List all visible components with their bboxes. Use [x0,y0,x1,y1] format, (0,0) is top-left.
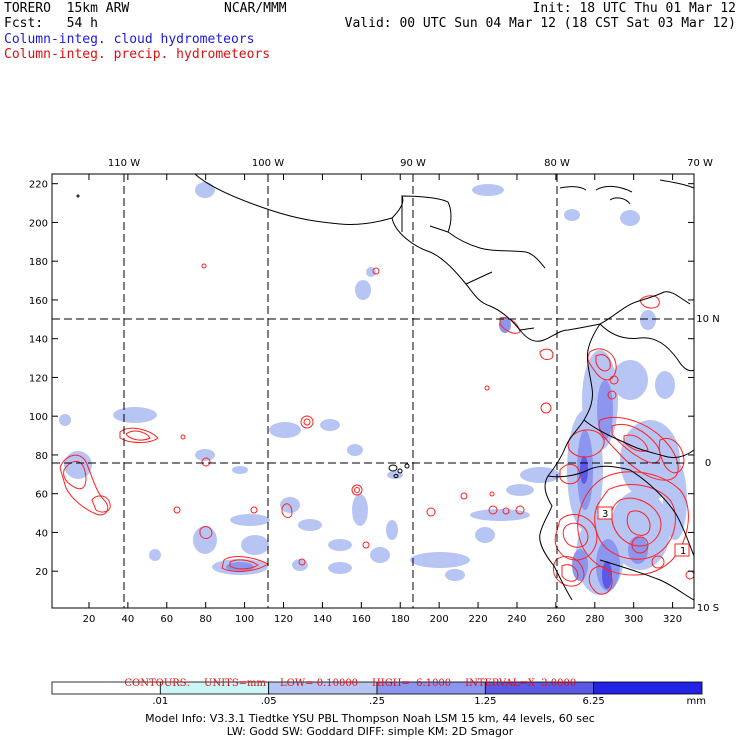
x-tick-label: 140 [313,614,332,625]
x-tick-label: 160 [352,614,371,625]
center-name: NCAR/MMM [224,1,287,16]
graticule [52,174,694,608]
plot-frame [51,173,695,609]
legend-units: mm [687,696,706,707]
contours-units: UNITS=mm [204,678,267,689]
latitude-label: 10 S [697,603,719,614]
latitude-label: 0 [705,458,711,469]
y-tick-label: 200 [29,218,48,229]
x-tick-label: 200 [430,614,449,625]
precip-contours [59,263,695,595]
y-tick-label: 40 [35,528,48,539]
x-tick-label: 40 [122,614,135,625]
x-tick-label: 180 [391,614,410,625]
longitude-label: 80 W [544,158,570,169]
legend-swatch [593,681,703,695]
box-label-3: 3 [602,509,608,520]
y-tick-label: 80 [35,451,48,462]
x-tick-label: 280 [585,614,604,625]
legend-label: .01 [152,696,168,707]
longitude-label: 110 W [108,158,140,169]
valid-time: Valid: 00 UTC Sun 04 Mar 12 (18 CST Sat … [344,16,736,31]
x-tick-label: 120 [274,614,293,625]
y-tick-label: 220 [29,180,48,191]
y-axis-ticks: 20 40 60 80 100 120 140 160 180 200 220 [29,180,694,578]
x-tick-label: 100 [235,614,254,625]
boxed-labels: 3 1 [597,506,690,557]
x-tick-label: 240 [507,614,526,625]
contours-interval: INTERVAL=X 3.0000 [465,678,577,689]
contours-low: LOW= 0.10000 [280,678,359,689]
x-tick-label: 300 [624,614,643,625]
contours-title: CONTOURS: [124,678,191,689]
longitude-label: 90 W [400,158,426,169]
y-tick-label: 180 [29,257,48,268]
x-tick-label: 320 [663,614,682,625]
init-time: Init: 18 UTC Thu 01 Mar 12 [532,1,737,16]
legend-label: .05 [261,696,277,707]
y-tick-label: 120 [29,373,48,384]
model-info-line1: Model Info: V3.3.1 Tiedtke YSU PBL Thomp… [145,712,595,725]
field-precip-label: Column-integ. precip. hydrometeors [4,47,271,62]
y-tick-label: 140 [29,335,48,346]
coastlines [194,173,695,601]
color-legend: .01 .05 .25 1.25 6.25 mm [51,681,706,707]
top-longitude-labels: 110 W 100 W 90 W 80 W 70 W [108,158,713,169]
model-info-line2: LW: Godd SW: Goddard DIFF: simple KM: 2D… [226,725,514,738]
forecast-hour: Fcst: 54 h [4,16,98,31]
contours-info: CONTOURS: UNITS=mm LOW= 0.10000 HIGH= 6.100… [118,667,590,689]
model-title: TORERO 15km ARW [4,1,130,16]
box-label-1: 1 [680,546,686,557]
field-cloud-label: Column-integ. cloud hydrometeors [4,32,255,47]
x-tick-label: 220 [469,614,488,625]
x-tick-label: 260 [546,614,565,625]
legend-label: 6.25 [583,696,605,707]
legend-label: .25 [369,696,385,707]
y-tick-label: 100 [29,412,48,423]
legend-label: 1.25 [474,696,496,707]
longitude-label: 70 W [687,158,713,169]
x-tick-label: 60 [160,614,173,625]
right-latitude-labels: 10 N 0 10 S [696,314,719,614]
x-axis-ticks: 20 40 60 80 100 120 140 160 180 200 220 240 260 280 30… [83,174,682,625]
y-tick-label: 160 [29,296,48,307]
longitude-label: 100 W [252,158,284,169]
galapagos-islands [76,194,410,478]
y-tick-label: 60 [35,490,48,501]
x-tick-label: 20 [83,614,96,625]
x-tick-label: 80 [199,614,212,625]
latitude-label: 10 N [696,314,719,325]
contours-high: HIGH= 6.1000 [372,678,452,689]
y-tick-label: 20 [35,567,48,578]
